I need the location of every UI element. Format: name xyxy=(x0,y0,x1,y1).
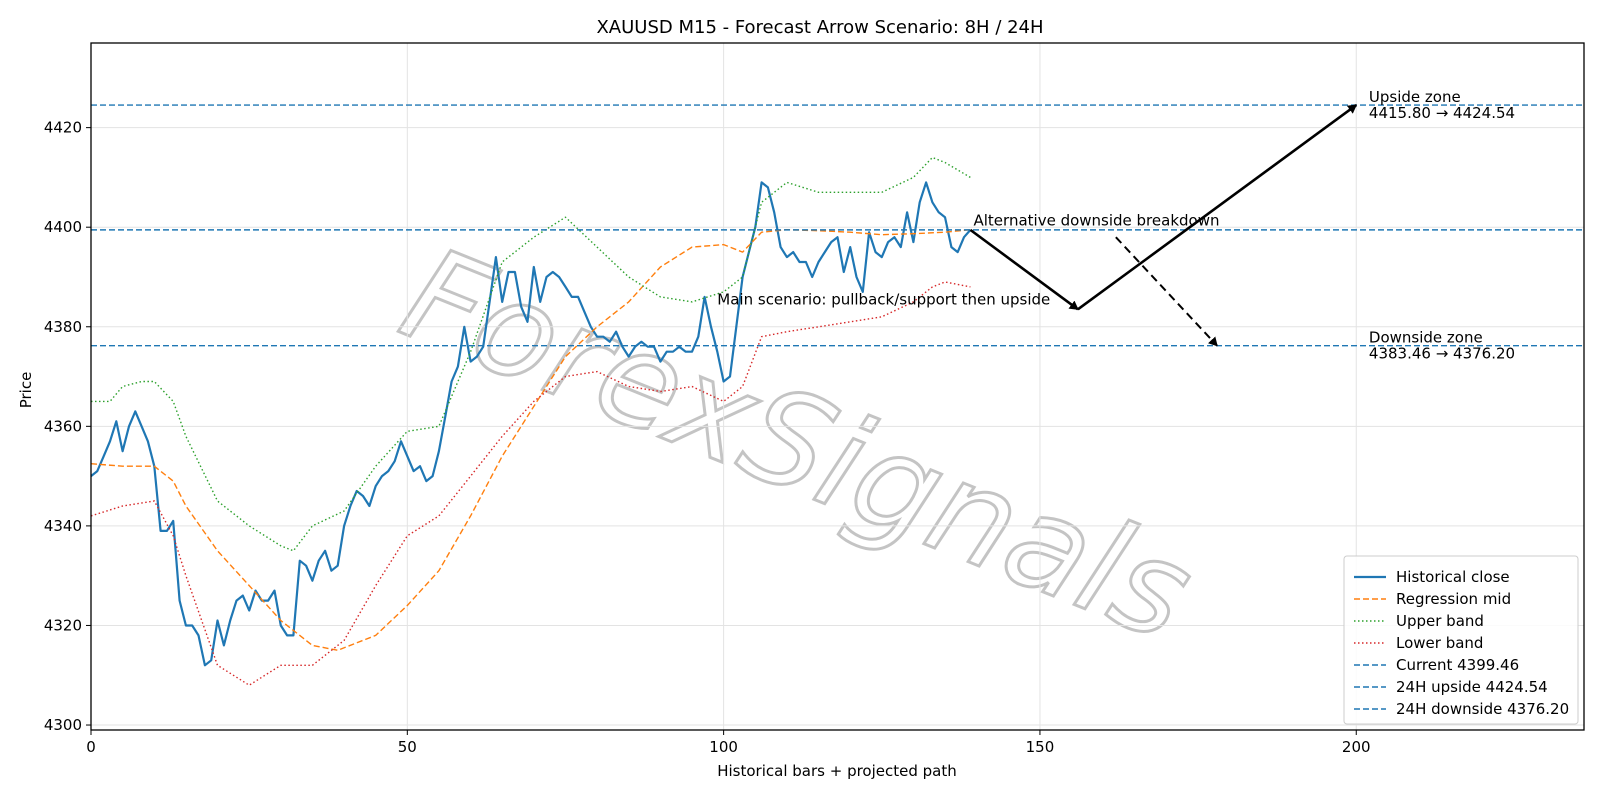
watermark: ForexSignals xyxy=(382,216,1213,672)
y-axis-label: Price xyxy=(17,372,35,409)
legend-label: Upper band xyxy=(1396,612,1484,630)
y-tick-label: 4380 xyxy=(44,318,82,336)
annotation-line: Main scenario: pullback/support then ups… xyxy=(717,290,1050,308)
grid xyxy=(90,43,1584,730)
legend-label: Regression mid xyxy=(1396,590,1511,608)
y-tick-label: 4420 xyxy=(44,119,82,137)
annotation-alt-scenario: Alternative downside breakdown xyxy=(974,212,1220,230)
annotation-line: 4415.80 → 4424.54 xyxy=(1369,104,1515,122)
y-tick-label: 4340 xyxy=(44,517,82,535)
series-close xyxy=(90,181,972,667)
legend-label: 24H upside 4424.54 xyxy=(1396,678,1548,696)
legend-item-upside: 24H upside 4424.54 xyxy=(1354,678,1548,696)
y-tick-label: 4360 xyxy=(44,417,82,435)
arrow-main-up xyxy=(1077,103,1358,311)
x-tick-label: 200 xyxy=(1342,738,1371,756)
x-axis-label: Historical bars + projected path xyxy=(717,762,957,780)
annotation-line: 4383.46 → 4376.20 xyxy=(1369,345,1515,363)
legend-item-lower: Lower band xyxy=(1354,634,1483,652)
series-lower xyxy=(90,281,971,686)
annotation-main-scenario: Main scenario: pullback/support then ups… xyxy=(717,290,1050,308)
series-mid xyxy=(90,229,971,651)
legend-label: Current 4399.46 xyxy=(1396,656,1519,674)
arrow-alt-down xyxy=(1115,236,1218,347)
legend-box xyxy=(1343,555,1579,725)
legend-item-downside: 24H downside 4376.20 xyxy=(1354,700,1569,718)
chart-title: XAUUSD M15 - Forecast Arrow Scenario: 8H… xyxy=(596,17,1043,38)
y-tick-label: 4300 xyxy=(44,716,82,734)
legend-item-current: Current 4399.46 xyxy=(1354,656,1519,674)
x-tick-label: 50 xyxy=(398,738,417,756)
x-tick-label: 0 xyxy=(86,738,96,756)
annotation-line: Downside zone xyxy=(1369,329,1483,347)
legend-item-close: Historical close xyxy=(1354,568,1510,586)
legend-item-upper: Upper band xyxy=(1354,612,1484,630)
legend-label: Lower band xyxy=(1396,634,1483,652)
x-tick-label: 150 xyxy=(1026,738,1055,756)
ticks-layer: 0 50 100 150 200 4300 4320 4340 4360 4380 4400 4420 xyxy=(44,119,1371,756)
y-tick-label: 4320 xyxy=(44,616,82,634)
y-tick-label: 4400 xyxy=(44,218,82,236)
legend-label: 24H downside 4376.20 xyxy=(1396,700,1569,718)
arrow-main-down xyxy=(969,228,1079,311)
annotation-line: Upside zone xyxy=(1369,88,1461,106)
plot-frame xyxy=(90,42,1585,731)
arrows-layer xyxy=(969,103,1358,347)
legend-label: Historical close xyxy=(1396,568,1510,586)
legend-item-mid: Regression mid xyxy=(1354,590,1511,608)
watermark-text: ForexSignals xyxy=(383,218,1211,671)
x-tick-label: 100 xyxy=(709,738,738,756)
legend: Historical close Regression mid Upper band… xyxy=(1343,555,1579,725)
annotation-line: Alternative downside breakdown xyxy=(974,212,1220,230)
series-layer xyxy=(90,104,1584,686)
